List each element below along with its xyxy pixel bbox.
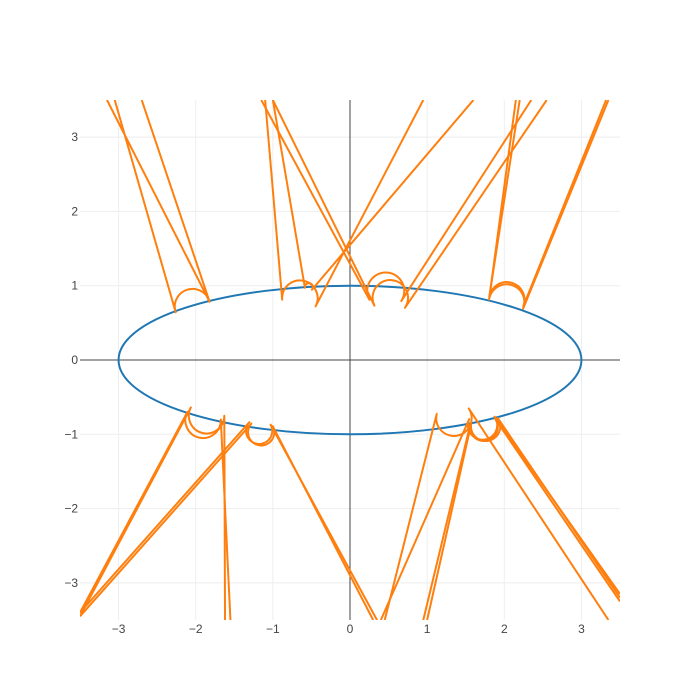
x-tick-label: −3 (112, 622, 126, 636)
y-tick-label: 2 (71, 204, 78, 218)
loop-curve (271, 100, 548, 309)
plot-area (80, 100, 620, 620)
ellipse-curve (117, 284, 583, 436)
loop-curve (271, 100, 475, 291)
loop-curve (383, 407, 610, 620)
loop-curve (80, 406, 227, 620)
loop-curve (488, 100, 608, 308)
x-tick-label: 2 (501, 622, 508, 636)
x-tick-label: 0 (347, 622, 354, 636)
loop-curve (80, 421, 378, 620)
tick-labels: −3 −2 −1 0 1 2 3 −3 −2 −1 0 1 2 3 (64, 130, 585, 636)
x-tick-label: −1 (266, 622, 280, 636)
y-tick-label: 3 (71, 130, 78, 144)
loop-curve (80, 422, 375, 620)
x-tick-label: 1 (424, 622, 431, 636)
loop-curve (379, 415, 620, 620)
loop-curve (422, 418, 620, 620)
x-tick-label: −2 (189, 622, 203, 636)
y-tick-label: −1 (64, 427, 78, 441)
y-tick-label: −2 (64, 502, 78, 516)
zero-lines (80, 100, 620, 620)
y-tick-label: 0 (71, 353, 78, 367)
x-tick-label: 3 (578, 622, 585, 636)
y-tick-label: −3 (64, 576, 78, 590)
loop-curve (488, 100, 610, 310)
loop-curve (80, 410, 232, 620)
y-tick-label: 1 (71, 279, 78, 293)
loop-curve (106, 100, 211, 314)
